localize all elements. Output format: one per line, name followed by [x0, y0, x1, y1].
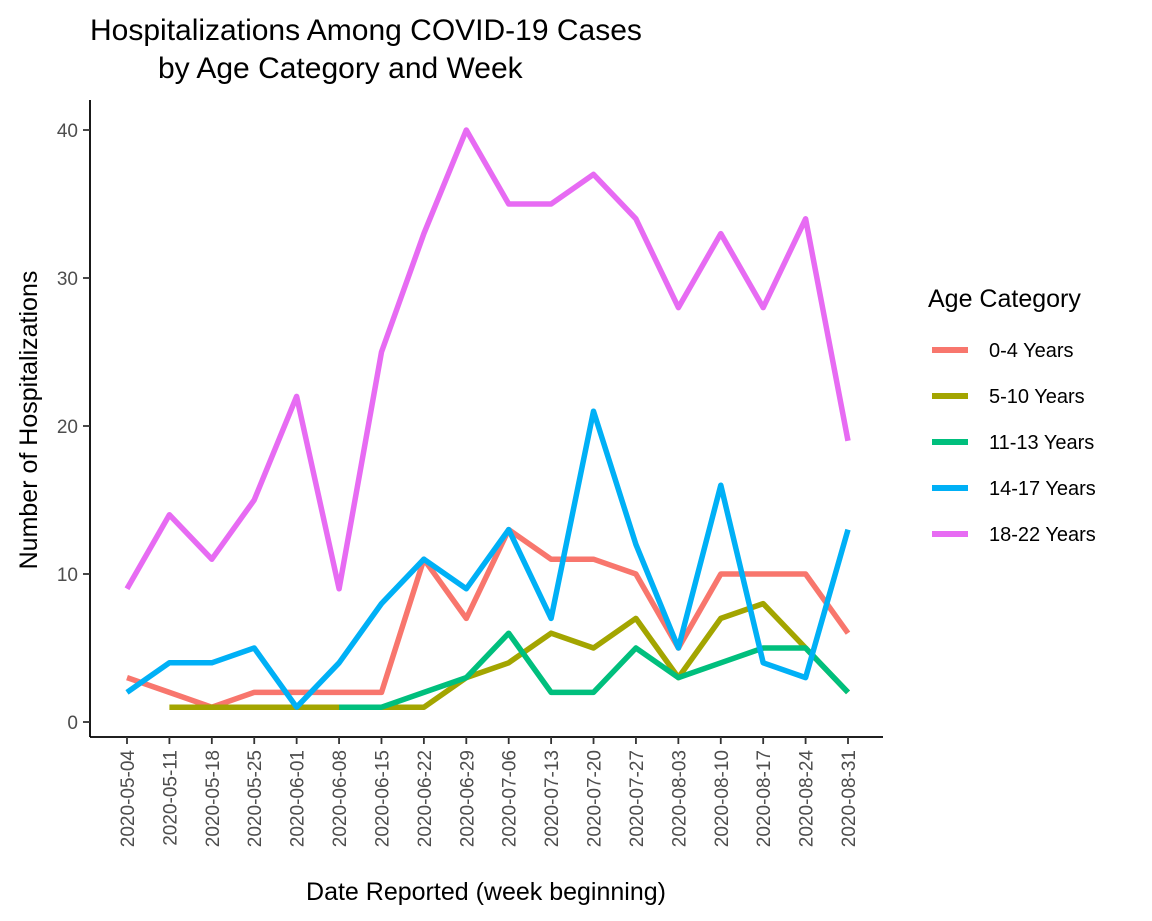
- y-tick-label: 10: [57, 565, 78, 586]
- y-tick-label: 30: [57, 269, 78, 290]
- legend-label: 0-4 Years: [989, 340, 1074, 362]
- plot-area: [124, 127, 851, 710]
- x-tick-label: 2020-08-24: [797, 750, 818, 848]
- legend-title: Age Category: [928, 285, 1081, 313]
- x-tick-label: 2020-06-08: [330, 750, 351, 847]
- series-line-1: [126, 526, 851, 710]
- x-tick-label: 2020-06-29: [457, 750, 478, 847]
- x-tick-label: 2020-07-13: [542, 750, 563, 847]
- x-tick-label: 2020-08-10: [712, 750, 733, 847]
- x-tick-label: 2020-08-03: [669, 750, 690, 847]
- y-tick-label: 0: [67, 713, 78, 734]
- x-tick-label: 2020-06-15: [372, 750, 393, 847]
- legend-label: 11-13 Years: [989, 432, 1094, 454]
- legend-label: 18-22 Years: [989, 524, 1096, 546]
- x-axis-title: Date Reported (week beginning): [306, 878, 666, 906]
- y-tick-label: 40: [57, 121, 78, 142]
- x-tick-label: 2020-05-25: [245, 750, 266, 847]
- x-tick-label: 2020-06-01: [288, 750, 309, 847]
- series-line-4: [125, 408, 851, 710]
- legend: Age Category 0-4 Years 5-10 Years 11-13 Ye…: [928, 285, 1096, 546]
- x-tick-label: 2020-08-17: [754, 750, 775, 847]
- legend-label: 14-17 Years: [989, 478, 1096, 500]
- x-tick-label: 2020-07-06: [500, 750, 521, 847]
- y-tick-label: 20: [57, 417, 78, 438]
- x-tick-label: 2020-07-20: [585, 750, 606, 847]
- series-line-3: [339, 630, 850, 710]
- y-axis-ticks: 0 10 20 30 40: [57, 121, 90, 734]
- legend-label: 5-10 Years: [989, 386, 1085, 408]
- x-tick-label: 2020-07-27: [627, 750, 648, 847]
- x-tick-label: 2020-05-11: [160, 750, 181, 846]
- x-tick-label: 2020-05-18: [203, 750, 224, 847]
- series-line-5: [124, 127, 851, 592]
- x-tick-label: 2020-08-31: [839, 750, 860, 847]
- x-tick-label: 2020-06-22: [415, 750, 436, 847]
- y-axis-title: Number of Hospitalizations: [15, 271, 43, 570]
- series-line-2: [169, 600, 850, 710]
- x-tick-label: 2020-05-04: [118, 750, 139, 848]
- x-axis-ticks: 2020-05-04 2020-05-11 2020-05-18 2020-05-25…: [118, 737, 860, 847]
- chart-title-line-2: by Age Category and Week: [158, 52, 524, 85]
- chart-title-line-1: Hospitalizations Among COVID-19 Cases: [90, 14, 642, 47]
